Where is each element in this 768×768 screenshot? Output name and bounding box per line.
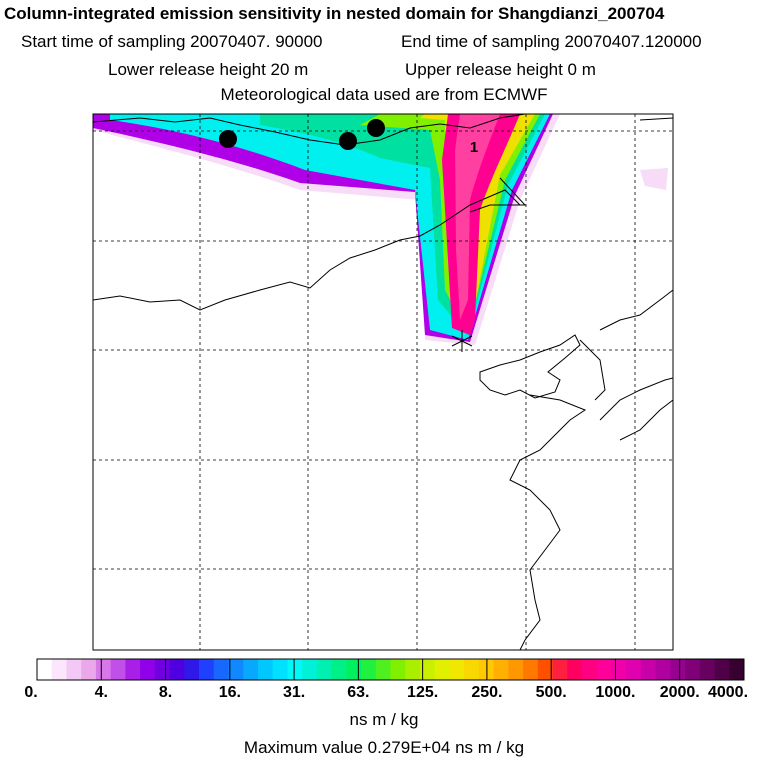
colorbar-swatch — [184, 659, 200, 680]
colorbar-swatch — [493, 659, 509, 680]
colorbar-swatch — [37, 659, 53, 680]
map-title: Column-integrated emission sensitivity i… — [4, 4, 665, 23]
trajectory-dot — [367, 119, 385, 137]
colorbar-tick-label: 0. — [24, 684, 38, 701]
colorbar-tick-label: 31. — [282, 684, 306, 701]
colorbar-swatch — [272, 659, 288, 680]
colorbar-swatch — [434, 659, 450, 680]
colorbar-swatch — [537, 659, 553, 680]
colorbar-swatch — [375, 659, 391, 680]
start-time-label: Start time of sampling 20070407. 90000 — [21, 32, 323, 51]
colorbar-swatch — [287, 659, 303, 680]
met-data-label: Meteorological data used are from ECMWF — [220, 85, 548, 104]
colorbar-swatch — [699, 659, 715, 680]
coastlines — [93, 114, 673, 650]
colorbar-tick-label: 1000. — [595, 684, 636, 701]
trajectory-marker-label: 1 — [470, 139, 478, 156]
colorbar-tick-label: 4000. — [707, 684, 749, 701]
colorbar-swatch — [361, 659, 377, 680]
colorbar-tick-label: 500. — [535, 684, 567, 701]
colorbar-tick-label: 4. — [94, 684, 108, 701]
colorbar-swatch — [419, 659, 436, 680]
colorbar-swatch — [523, 659, 539, 680]
colorbar-swatch — [243, 659, 259, 680]
end-time-label: End time of sampling 20070407.120000 — [401, 32, 702, 51]
colorbar-swatch — [331, 659, 347, 680]
colorbar-tick-label: 63. — [347, 684, 370, 701]
colorbar-swatch — [154, 659, 170, 680]
colorbar-swatch — [169, 659, 185, 680]
colorbar-swatch — [66, 659, 82, 680]
colorbar-swatch — [95, 659, 112, 680]
colorbar-swatch — [140, 659, 156, 680]
colorbar-swatch — [346, 659, 362, 680]
colorbar-swatch — [51, 659, 67, 680]
max-value-label: Maximum value 0.279E+04 ns m / kg — [243, 738, 525, 757]
plume-contour-white_edge — [640, 168, 668, 190]
colorbar-swatch — [640, 659, 657, 680]
colorbar-swatch — [302, 659, 318, 680]
colorbar-tick-label: 2000. — [659, 684, 700, 701]
colorbar-ticks — [100, 659, 681, 680]
colorbar-swatch — [611, 659, 627, 680]
colorbar-swatch — [81, 659, 97, 680]
colorbar-swatch — [729, 659, 745, 680]
plume-field — [93, 114, 668, 345]
colorbar-tick-label: 125. — [407, 684, 439, 701]
colorbar-swatch — [685, 659, 701, 680]
colorbar-swatch — [390, 659, 406, 680]
plume-contour-pink — [455, 114, 500, 320]
colorbar — [37, 659, 745, 680]
colorbar-swatch — [552, 659, 568, 680]
colorbar-swatch — [655, 659, 671, 680]
colorbar-swatch — [213, 659, 229, 680]
colorbar-swatch — [714, 659, 730, 680]
lower-release-label: Lower release height 20 m — [108, 60, 309, 79]
colorbar-swatch — [596, 659, 612, 680]
trajectory-dot — [219, 130, 237, 148]
colorbar-swatch — [228, 659, 244, 680]
colorbar-swatch — [670, 659, 686, 680]
colorbar-frame — [36, 658, 745, 681]
colorbar-swatch — [110, 659, 126, 680]
release-site-star-icon — [451, 330, 473, 352]
colorbar-swatch — [125, 659, 141, 680]
colorbar-swatch — [626, 659, 642, 680]
upper-release-label: Upper release height 0 m — [405, 60, 596, 79]
colorbar-swatch — [464, 659, 480, 680]
grid-lines — [93, 114, 673, 650]
colorbar-tick-label: 16. — [218, 684, 241, 701]
colorbar-tick-label: 8. — [158, 684, 173, 701]
colorbar-swatch — [581, 659, 598, 680]
map-frame — [92, 113, 674, 651]
colorbar-swatch — [257, 659, 274, 680]
colorbar-swatch — [449, 659, 465, 680]
colorbar-swatch — [508, 659, 524, 680]
colorbar-tick-label: 250. — [471, 684, 503, 701]
colorbar-swatch — [405, 659, 421, 680]
units-label: ns m / kg — [349, 710, 419, 729]
colorbar-swatch — [316, 659, 332, 680]
trajectory-dot — [339, 132, 357, 150]
colorbar-swatch — [199, 659, 215, 680]
colorbar-swatch — [567, 659, 583, 680]
